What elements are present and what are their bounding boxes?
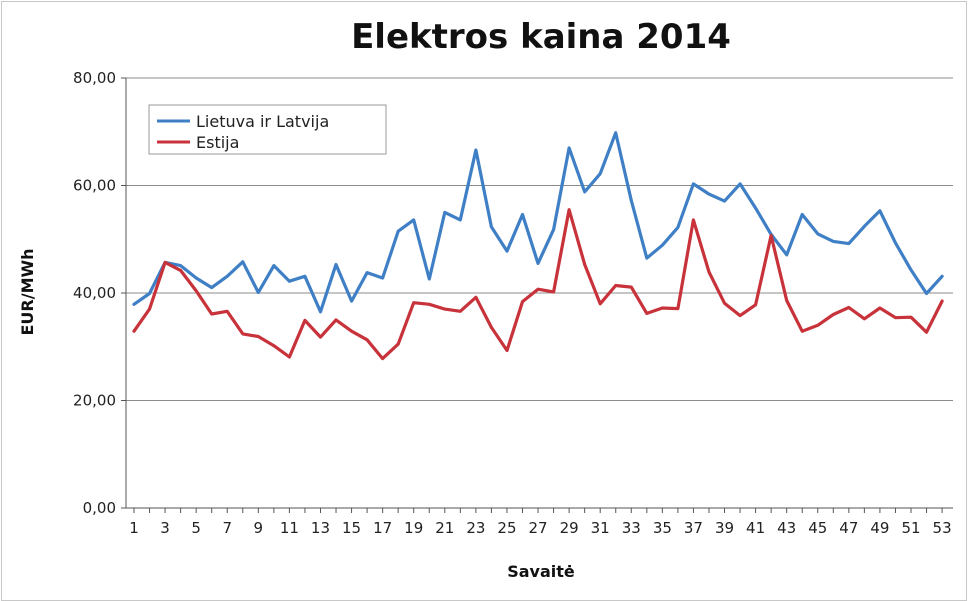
x-tick-label: 25 — [497, 519, 516, 537]
x-tick-label: 43 — [777, 519, 796, 537]
x-tick-label: 17 — [373, 519, 392, 537]
legend-box — [148, 104, 387, 155]
line-chart: Elektros kaina 2014 0,00 20,00 40,00 60,00 8… — [18, 17, 953, 580]
x-tick-label: 53 — [933, 519, 952, 537]
x-tick-label: 23 — [466, 519, 485, 537]
x-tick-label: 5 — [191, 519, 201, 537]
y-axis-ticks: 0,00 20,00 40,00 60,00 80,00 — [73, 69, 126, 517]
y-tick-label: 60,00 — [73, 177, 116, 195]
x-tick-label: 39 — [715, 519, 734, 537]
x-tick-label: 21 — [435, 519, 454, 537]
x-tick-label: 33 — [622, 519, 641, 537]
x-tick-label: 49 — [870, 519, 889, 537]
legend-label-lietuva: Lietuva ir Latvija — [196, 112, 329, 131]
x-tick-label: 3 — [160, 519, 170, 537]
x-tick-label: 51 — [901, 519, 920, 537]
x-tick-label: 47 — [839, 519, 858, 537]
x-tick-label: 15 — [342, 519, 361, 537]
series-line-estija — [132, 208, 944, 361]
x-tick-label: 1 — [129, 519, 139, 537]
y-tick-label: 40,00 — [73, 284, 116, 302]
series-line-lietuva-ir-latvija — [132, 131, 944, 314]
y-tick-label: 80,00 — [73, 69, 116, 87]
x-tick-label: 11 — [280, 519, 299, 537]
y-axis-label: EUR/MWh — [18, 248, 37, 335]
x-tick-label: 35 — [653, 519, 672, 537]
gridlines — [126, 77, 953, 401]
y-tick-label: 0,00 — [83, 499, 116, 517]
legend: Lietuva ir Latvija Estija — [148, 104, 387, 155]
x-tick-label: 29 — [560, 519, 579, 537]
x-tick-label: 13 — [311, 519, 330, 537]
x-tick-label: 41 — [746, 519, 765, 537]
x-tick-label: 27 — [528, 519, 547, 537]
legend-label-estija: Estija — [196, 133, 239, 152]
x-tick-label: 9 — [254, 519, 264, 537]
x-tick-label: 37 — [684, 519, 703, 537]
series-lines — [132, 131, 944, 361]
y-tick-label: 20,00 — [73, 392, 116, 410]
x-tick-label: 31 — [591, 519, 610, 537]
x-axis-label: Savaitė — [507, 562, 575, 580]
chart-title: Elektros kaina 2014 — [351, 17, 731, 57]
x-axis-ticks: 1 3 5 7 9 11 13 15 17 19 21 23 25 27 29 31 33 35 37 39 41 43 4… — [129, 508, 952, 537]
x-tick-label: 19 — [404, 519, 423, 537]
x-tick-label: 7 — [222, 519, 232, 537]
x-tick-label: 45 — [808, 519, 827, 537]
